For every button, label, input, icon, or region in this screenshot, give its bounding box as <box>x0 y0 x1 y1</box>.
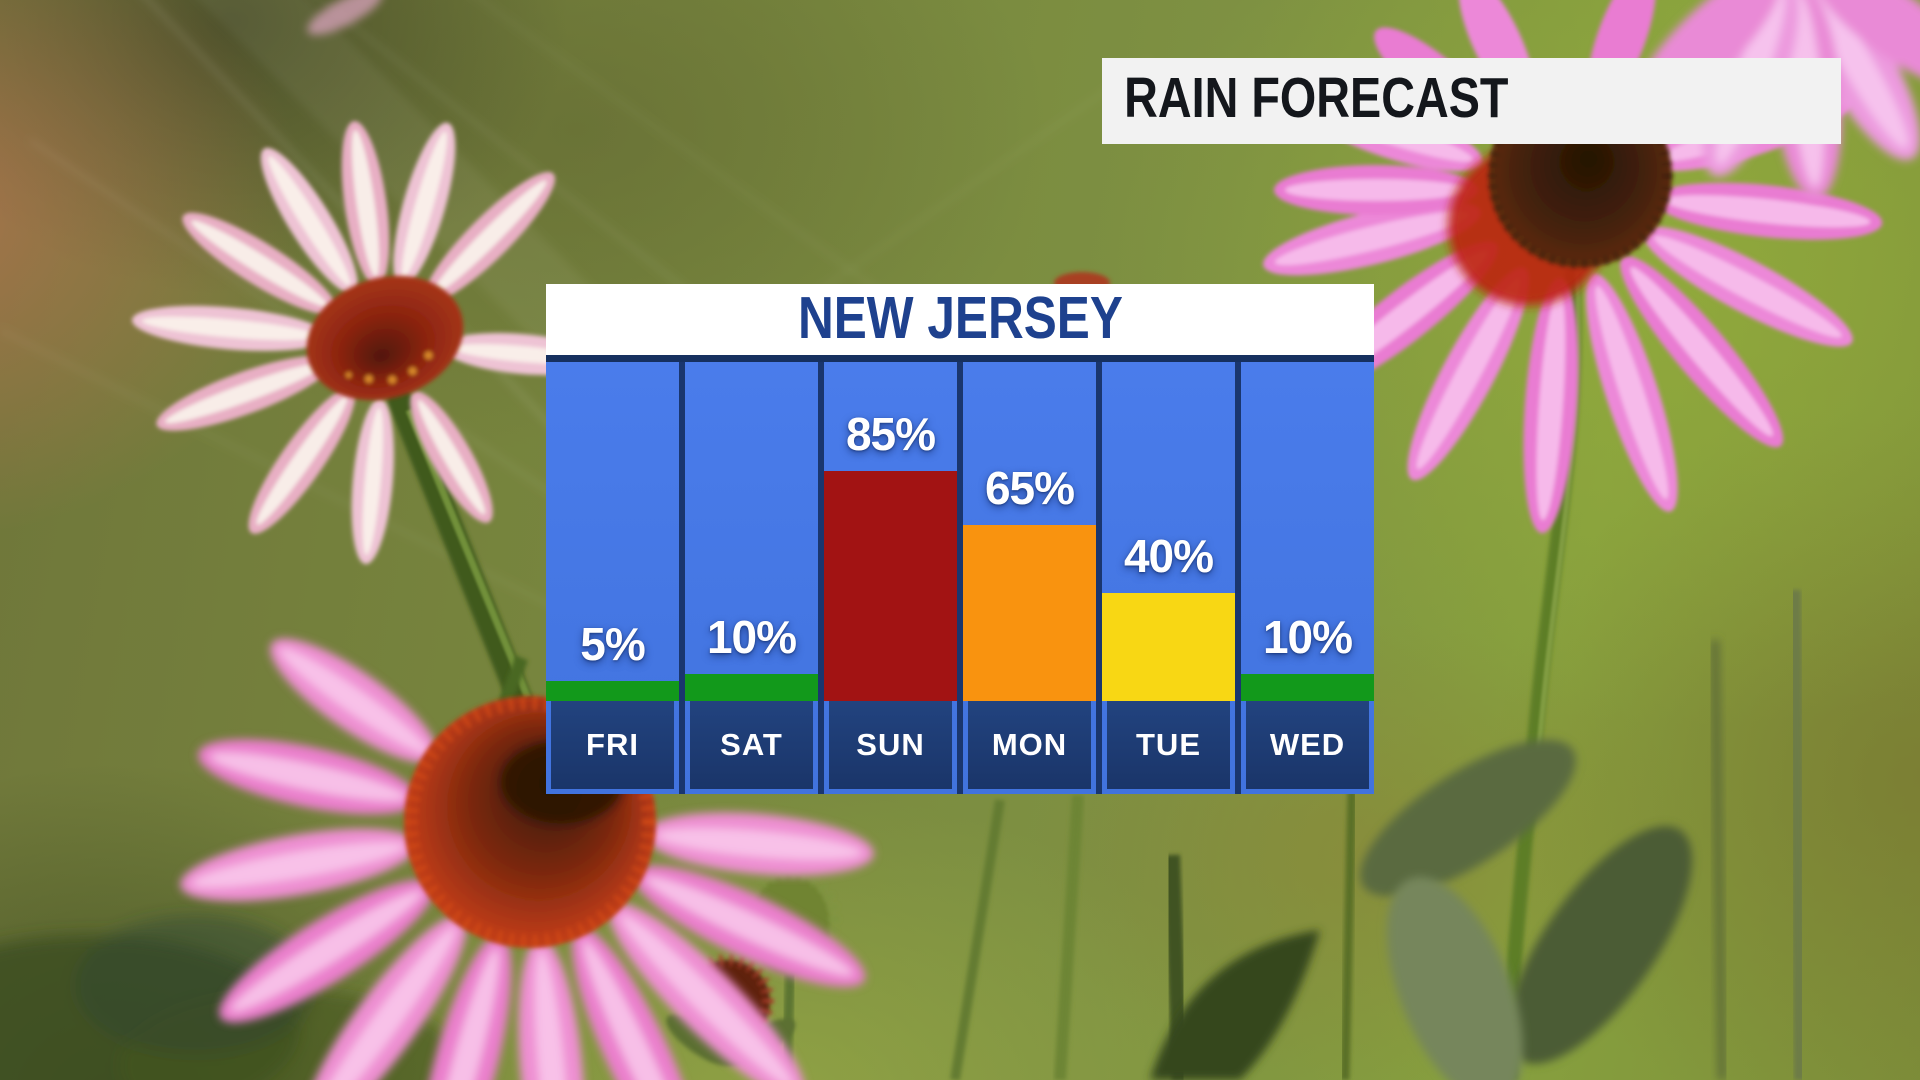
forecast-column: 5% FRI <box>546 362 679 794</box>
forecast-column: 40% TUE <box>1102 362 1235 794</box>
stray-petal-top <box>307 0 383 35</box>
column-sky-spacer <box>963 362 1096 464</box>
day-label-cell: TUE <box>1107 701 1230 789</box>
day-label: SAT <box>720 727 783 762</box>
rain-chance-label: 40% <box>1123 530 1214 582</box>
column-sky-spacer <box>685 362 818 613</box>
day-label: FRI <box>586 727 639 762</box>
day-label-cell: FRI <box>551 701 674 789</box>
column-sky-spacer <box>824 362 957 410</box>
column-sky-spacer <box>1241 362 1374 613</box>
forecast-column: 10% SAT <box>685 362 818 794</box>
day-label: MON <box>991 727 1068 762</box>
column-sky-spacer <box>1102 362 1235 532</box>
rain-chance-label: 10% <box>1262 611 1353 663</box>
rain-chance-label: 85% <box>845 408 936 460</box>
forecast-column: 65% MON <box>963 362 1096 794</box>
rain-forecast-panel: NEW JERSEY 5% FRI 10% SAT 85% SUN 65% MON 40% TUE… <box>546 284 1374 794</box>
rain-chance-bar <box>1241 674 1374 701</box>
rain-chance-bar <box>963 525 1096 701</box>
rain-chance-label: 5% <box>580 618 645 670</box>
rain-chance-label: 10% <box>706 611 797 663</box>
rain-chance-bar <box>546 681 679 701</box>
rain-chance-label: 65% <box>984 462 1075 514</box>
chart-body: 5% FRI 10% SAT 85% SUN 65% MON 40% TUE 10% WED <box>546 355 1374 794</box>
day-label-cell: SAT <box>690 701 813 789</box>
panel-header: NEW JERSEY <box>546 284 1374 355</box>
day-label: SUN <box>856 727 925 762</box>
rain-chance-bar <box>685 674 818 701</box>
coneflower-left <box>131 121 603 863</box>
forecast-column: 85% SUN <box>824 362 957 794</box>
rain-chance-bar <box>1102 593 1235 701</box>
day-label-cell: SUN <box>829 701 952 789</box>
day-label-cell: MON <box>968 701 1091 789</box>
column-sky-spacer <box>546 362 679 620</box>
forecast-column: 10% WED <box>1241 362 1374 794</box>
rain-chance-bar <box>824 471 957 701</box>
rain-forecast-banner: RAIN FORECAST <box>1102 58 1841 144</box>
banner-title: RAIN FORECAST <box>1124 66 1509 130</box>
day-label: TUE <box>1136 727 1201 762</box>
region-title: NEW JERSEY <box>797 284 1123 351</box>
day-label: WED <box>1269 727 1346 762</box>
day-label-cell: WED <box>1246 701 1369 789</box>
